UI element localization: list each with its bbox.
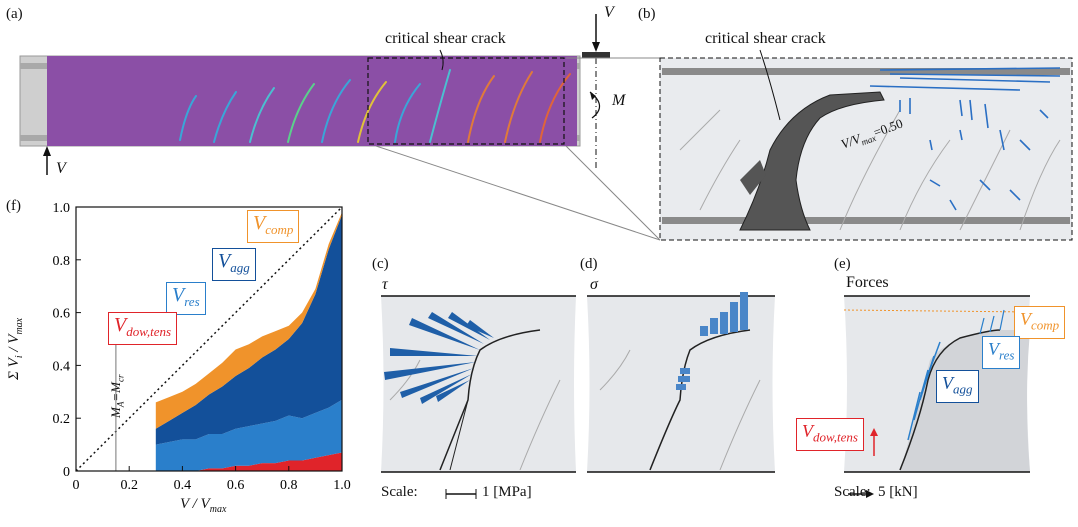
vres-arrows <box>979 309 1005 335</box>
panel-c-scale-value: 1 [MPa] <box>482 484 532 500</box>
force-label-res: Vres <box>982 336 1021 369</box>
x-tick-label-1: 0.2 <box>120 478 138 493</box>
y-tick-label-4: 0.8 <box>53 254 71 269</box>
crack-line-e <box>899 329 1001 471</box>
crop-box <box>367 57 565 145</box>
load-arrow-bottom <box>43 146 51 156</box>
area-series-0 <box>155 452 342 471</box>
vagg-arrows <box>907 341 941 441</box>
y-tick-label-5: 1.0 <box>53 201 71 216</box>
y-tick-label-0: 0 <box>63 465 70 480</box>
panel-c-body <box>381 296 576 472</box>
panel-a-label: (a) <box>6 6 23 22</box>
chart-x-axis-label: V / Vmax <box>180 496 227 515</box>
panel-e-label: (e) <box>834 256 851 272</box>
tau-bars <box>384 312 494 404</box>
chart-label-dow: Vdow,tens <box>108 312 178 345</box>
panel-f-label: (f) <box>6 198 21 214</box>
force-label-comp: Vcomp <box>1014 306 1066 339</box>
panel-c-title: τ <box>382 276 388 293</box>
y-tick-label-3: 0.6 <box>53 307 71 322</box>
chart-frame <box>75 206 343 472</box>
blue-vectors <box>869 67 1061 211</box>
panel-d-label: (d) <box>580 256 598 272</box>
crack-line-c <box>439 329 541 471</box>
load-label-top: V <box>604 4 614 21</box>
panel-c-scale-label: Scale: <box>381 484 418 500</box>
x-tick-label-2: 0.4 <box>174 478 192 493</box>
panel-d-title: σ <box>590 276 598 293</box>
chart-label-agg: Vagg <box>212 248 256 281</box>
load-label-bottom: V <box>56 160 66 177</box>
area-series-1 <box>155 399 342 471</box>
chart-label-comp: Vcomp <box>247 210 300 243</box>
panel-e-scale-label: Scale: <box>834 484 871 500</box>
area-series-2 <box>155 214 342 445</box>
panel-b-crack-label: critical shear crack <box>705 30 826 47</box>
force-label-dow: Vdow,tens <box>796 418 864 451</box>
force-label-agg: Vagg <box>936 370 979 403</box>
moment-label: M <box>612 92 626 109</box>
y-tick-label-1: 0.2 <box>53 412 71 427</box>
area-series-3 <box>155 212 342 429</box>
x-tick-label-0: 0 <box>73 478 80 493</box>
x-tick-label-3: 0.6 <box>227 478 245 493</box>
y-tick-label-2: 0.4 <box>53 359 71 374</box>
panel-a-crack-label: critical shear crack <box>385 30 506 47</box>
panel-e-scale-value: 5 [kN] <box>878 484 918 500</box>
panel-c-label: (c) <box>372 256 389 272</box>
panel-e-title: Forces <box>846 274 889 291</box>
x-tick-label-4: 0.8 <box>280 478 298 493</box>
panel-b-label: (b) <box>638 6 656 22</box>
crack-mesh <box>739 91 885 231</box>
sigma-bars <box>676 292 748 390</box>
beam-cracks <box>179 69 571 143</box>
chart-label-res: Vres <box>166 282 206 315</box>
x-tick-label-5: 1.0 <box>333 478 351 493</box>
load-arrow-top <box>592 42 600 52</box>
dic-field <box>47 56 577 146</box>
